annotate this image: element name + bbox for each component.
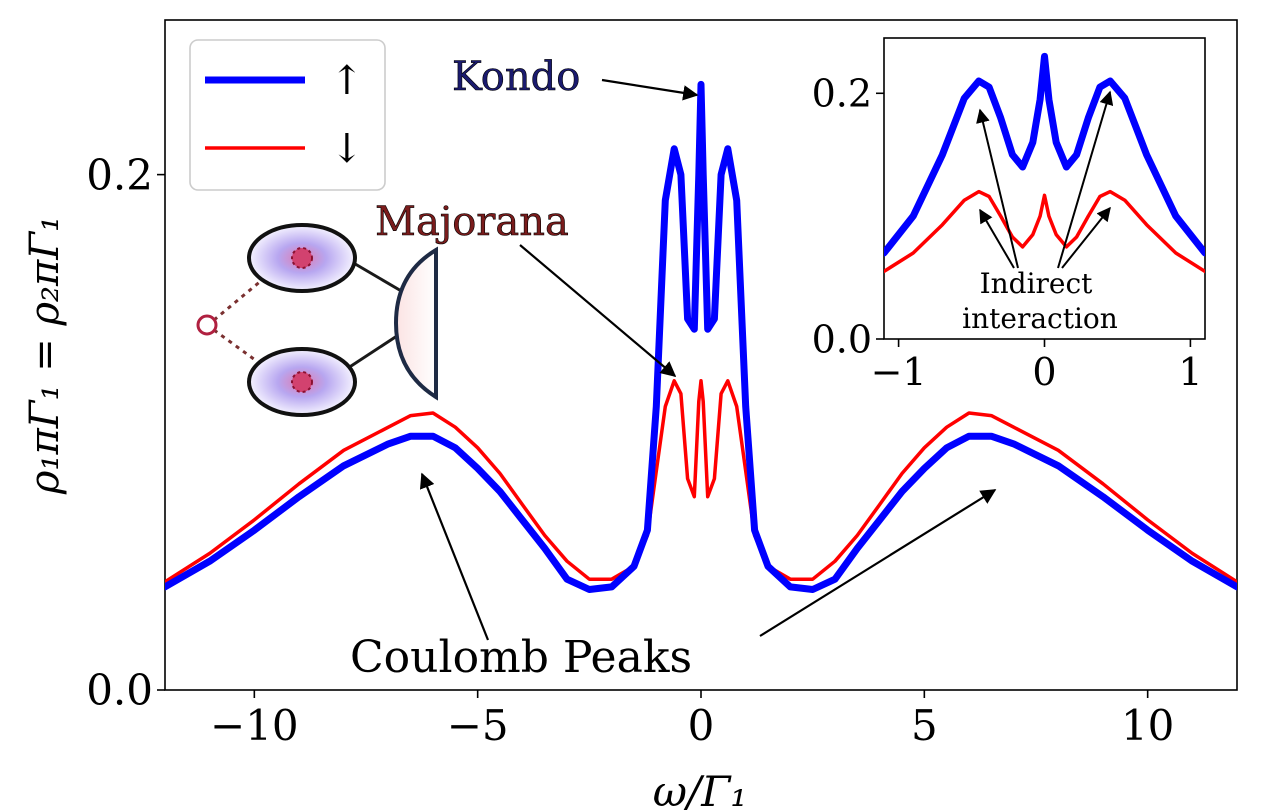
inset-x-tick-label: 1	[1178, 350, 1202, 394]
main-y-axis: 0.0 0.2	[86, 150, 165, 715]
inset-x-tick-label: 0	[1032, 350, 1056, 394]
main-annotations: Kondo Majorana Coulomb Peaks	[350, 54, 997, 683]
annotation-coulomb-peaks: Coulomb Peaks	[350, 632, 692, 683]
inset-y-tick-label: 0.2	[812, 72, 872, 116]
main-x-axis: −10 −5 0 5 10	[210, 690, 1174, 750]
arrow-coulomb-left	[419, 472, 490, 641]
device-schematic	[196, 223, 438, 417]
majorana-site-icon	[196, 314, 218, 336]
coupling-line-bottom	[344, 330, 404, 372]
main-x-tick-label: 0	[688, 701, 715, 750]
dot-site-top-icon	[291, 247, 313, 269]
inset-x-axis: −1 0 1	[871, 339, 1203, 394]
inset-x-tick-label: −1	[871, 350, 927, 394]
arrow-kondo	[601, 78, 699, 101]
annotation-majorana: Majorana	[375, 199, 569, 245]
legend-label-spin-down: ↓	[330, 126, 364, 172]
superconductor-lead-icon	[393, 246, 438, 401]
main-x-tick-label: −10	[210, 701, 299, 750]
y-axis-label: ρ₁πΓ₁ = ρ₂πΓ₁	[22, 216, 68, 495]
dotted-link-top	[213, 278, 263, 322]
inset-plot: −1 0 1 0.0 0.2 Indirect interaction	[812, 37, 1206, 394]
main-x-tick-label: −5	[447, 701, 509, 750]
annotation-indirect-line1: Indirect	[980, 267, 1094, 300]
main-y-tick-label: 0.0	[86, 666, 153, 715]
main-x-tick-label: 5	[911, 701, 938, 750]
arrow-indirect-3	[1057, 90, 1114, 269]
inset-series-line-spin-up	[884, 52, 1205, 257]
arrow-majorana	[519, 244, 677, 377]
arrow-indirect-1	[976, 108, 1019, 269]
legend: ↑ ↓	[189, 39, 386, 191]
inset-series-line-spin-down	[884, 189, 1205, 274]
arrow-indirect-4	[1061, 206, 1111, 269]
arrow-coulomb-right	[759, 489, 997, 637]
dot-site-bottom-icon	[291, 371, 313, 393]
annotation-kondo: Kondo	[452, 54, 580, 100]
dotted-link-bottom	[213, 328, 263, 367]
x-axis-label: ω/Γ₁	[653, 767, 747, 812]
inset-y-axis: 0.0 0.2	[812, 72, 884, 361]
series-line-spin-up	[165, 80, 1237, 593]
main-y-tick-label: 0.2	[86, 150, 153, 199]
annotation-indirect-line2: interaction	[962, 302, 1118, 335]
legend-label-spin-up: ↑	[330, 58, 364, 104]
arrow-indirect-2	[979, 208, 1015, 269]
inset-y-tick-label: 0.0	[812, 317, 872, 361]
main-x-tick-label: 10	[1121, 701, 1174, 750]
series-line-spin-down	[165, 379, 1237, 584]
